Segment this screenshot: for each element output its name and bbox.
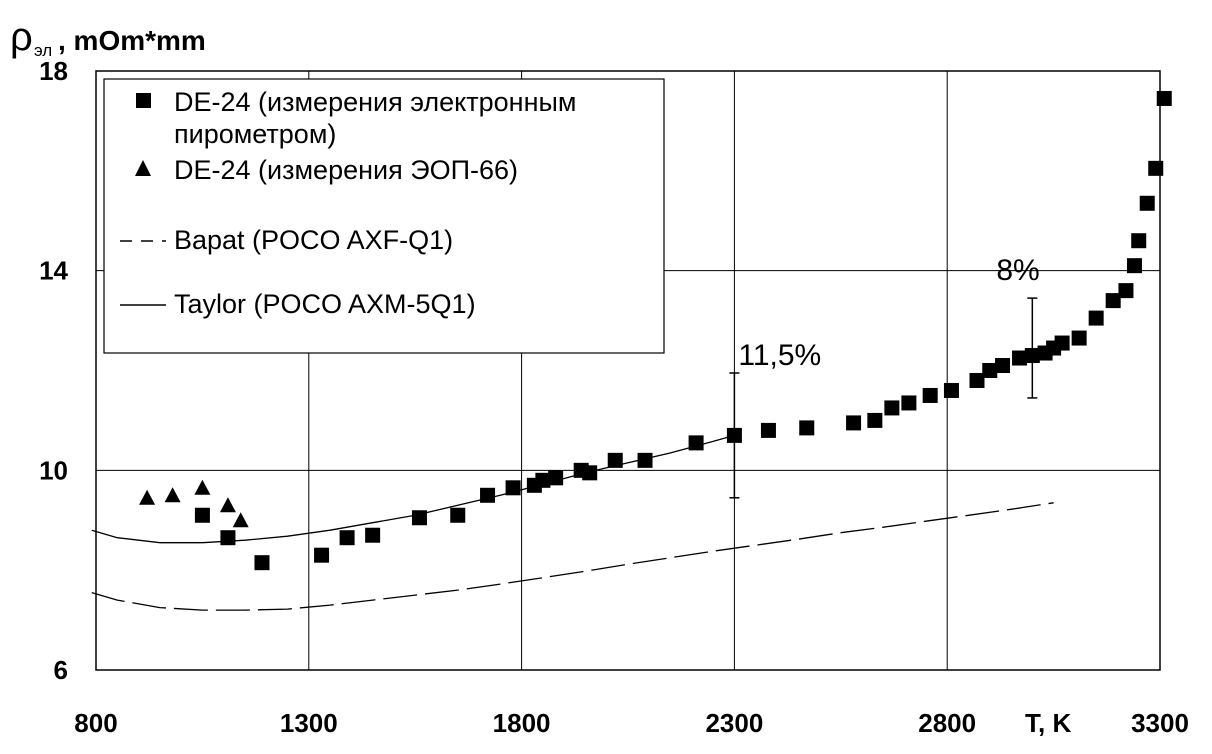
square-marker (969, 372, 985, 388)
x-axis-title: T, K (1025, 708, 1071, 738)
square-marker (1088, 310, 1104, 326)
plot-area-border (95, 70, 1161, 671)
square-marker (799, 420, 815, 436)
x-tick-label: 3300 (1131, 708, 1189, 738)
y-tick-label: 14 (39, 256, 68, 286)
x-tick-label: 1300 (280, 708, 338, 738)
square-marker (505, 480, 521, 496)
tick-labels: 800 1300 1800 2300 2800 3300 6 10 14 18 (39, 56, 1189, 738)
triangle-marker (219, 497, 236, 513)
legend-triangle-marker (135, 160, 151, 176)
legend: DE-24 (измерения электронным пирометром)… (103, 78, 665, 354)
square-marker (535, 472, 551, 488)
square-marker (194, 507, 210, 523)
triangle-marker (194, 479, 211, 495)
square-marker (1156, 90, 1172, 106)
x-tick-label: 2800 (918, 708, 976, 738)
square-marker (1118, 283, 1134, 299)
square-marker (760, 422, 776, 438)
square-marker (726, 427, 742, 443)
y-axis-title-rest: , mOm*mm (58, 25, 206, 56)
square-marker (480, 487, 496, 503)
square-marker (411, 510, 427, 526)
error-bar-label: 11,5% (738, 339, 821, 372)
legend-item-triangle: DE-24 (измерения ЭОП-66) (174, 155, 518, 185)
square-marker (314, 547, 330, 563)
taylor-line (91, 434, 735, 544)
square-marker (1054, 335, 1070, 351)
square-marker (1071, 330, 1087, 346)
square-marker (1012, 350, 1028, 366)
square-marker (582, 465, 598, 481)
y-tick-label: 6 (54, 655, 68, 685)
bapat-line (91, 502, 1054, 611)
y-tick-label: 10 (39, 455, 68, 485)
legend-square-marker (136, 93, 151, 108)
square-marker (1131, 233, 1147, 249)
square-marker (1148, 160, 1164, 176)
legend-item-bapat: Bapat (POCO AXF-Q1) (174, 225, 453, 255)
x-tick-label: 2300 (705, 708, 763, 738)
square-marker (548, 470, 564, 486)
legend-box (103, 78, 665, 354)
square-marker (943, 382, 959, 398)
square-marker (901, 395, 917, 411)
square-marker (254, 555, 270, 571)
legend-item-square: DE-24 (измерения электронным (174, 87, 576, 117)
square-marker (846, 415, 862, 431)
square-marker (688, 435, 704, 451)
y-axis-title-main: ρ (10, 15, 33, 59)
square-marker (339, 530, 355, 546)
y-axis-title: ρ эл , mOm*mm (10, 15, 206, 60)
legend-item-taylor: Taylor (POCO AXM-5Q1) (174, 289, 476, 319)
x-tick-label: 800 (74, 708, 117, 738)
y-tick-label: 18 (39, 56, 68, 86)
square-marker (1105, 293, 1121, 309)
square-marker (995, 358, 1011, 374)
legend-item-square-cont: пирометром) (174, 119, 336, 149)
square-marker (922, 387, 938, 403)
square-marker (365, 527, 381, 543)
square-marker (1126, 258, 1142, 274)
square-marker (637, 452, 653, 468)
square-marker (607, 452, 623, 468)
square-marker (884, 400, 900, 416)
x-tick-label: 1800 (493, 708, 551, 738)
triangle-marker (139, 489, 156, 505)
data-markers (139, 90, 1172, 571)
error-bar-label: 8% (996, 254, 1039, 287)
triangle-marker (232, 512, 249, 528)
square-marker (1139, 195, 1155, 211)
error-bars: 11,5% 8% (729, 254, 1040, 499)
square-marker (867, 412, 883, 428)
square-marker (982, 363, 998, 378)
triangle-marker (164, 487, 181, 503)
square-marker (220, 530, 236, 546)
y-axis-title-sub: эл (34, 41, 52, 60)
square-marker (1024, 348, 1040, 364)
square-marker (450, 507, 466, 523)
